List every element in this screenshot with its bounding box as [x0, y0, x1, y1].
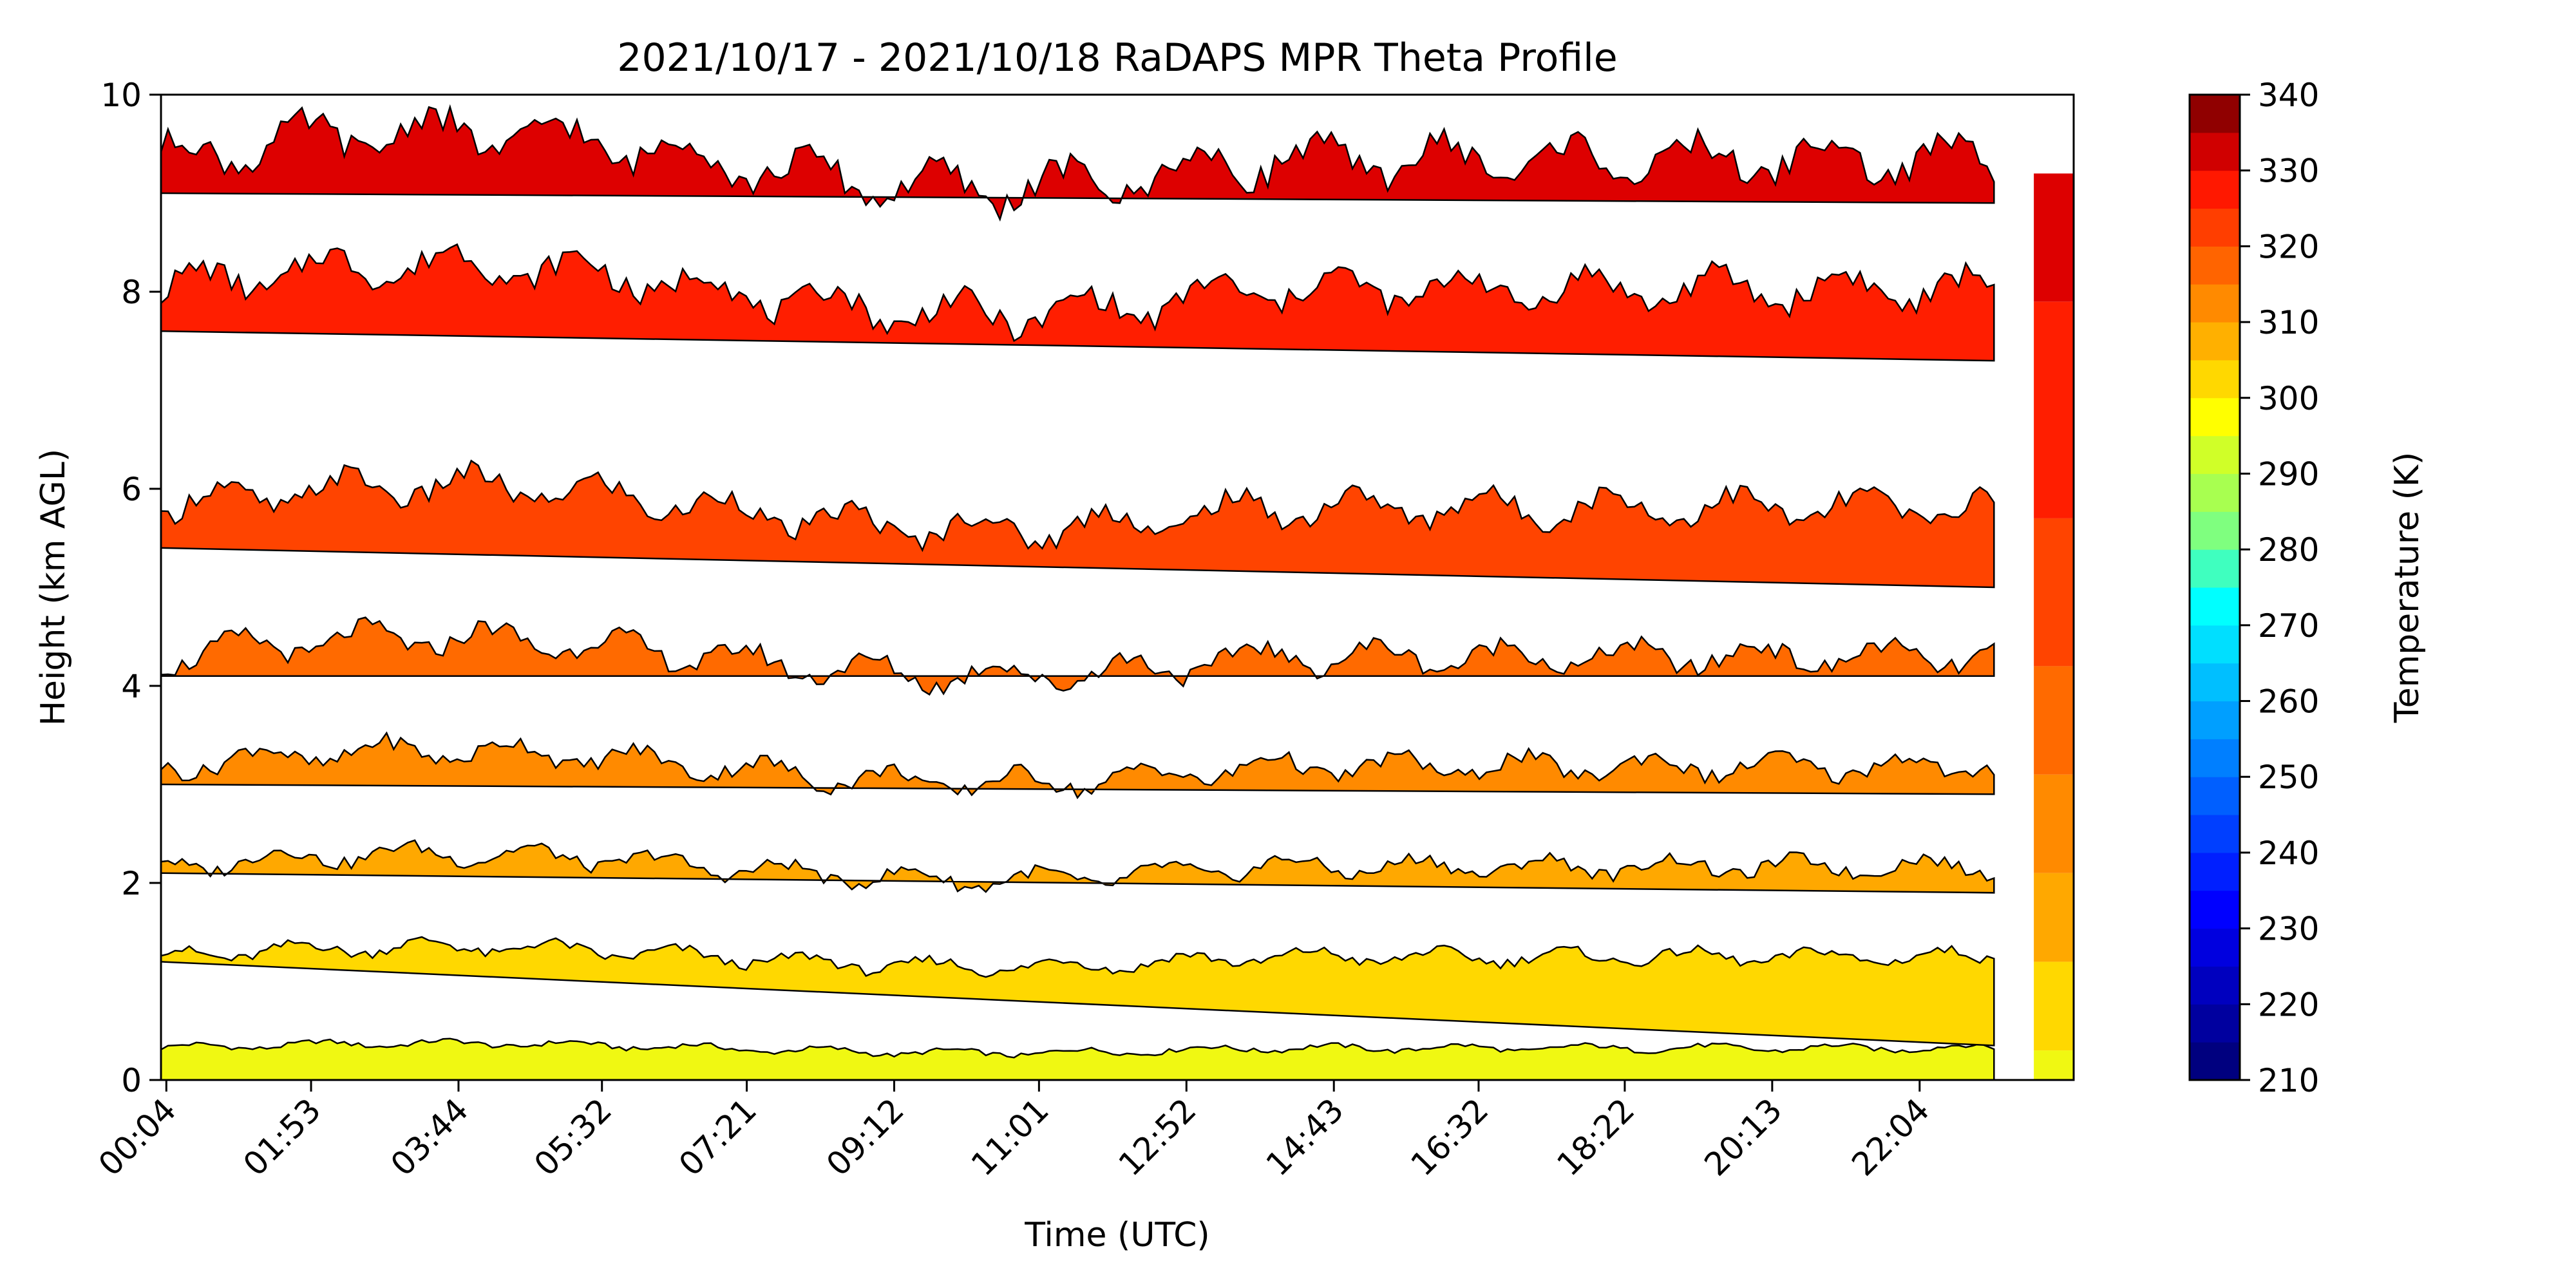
colorbar-segment — [2190, 663, 2240, 702]
strip-segment — [2034, 961, 2074, 1051]
plot-frame — [160, 93, 2075, 1081]
strip-segment — [2034, 774, 2074, 873]
colorbar-segment — [2190, 397, 2240, 437]
colorbar-tick-label: 320 — [2258, 228, 2319, 265]
contour-bands — [161, 104, 2074, 1080]
x-tick-label: 00:04 — [91, 1091, 184, 1183]
colorbar-tick-label: 330 — [2258, 153, 2319, 190]
colorbar-segment — [2190, 777, 2240, 815]
strip-segment — [2034, 666, 2074, 775]
x-tick-label: 18:22 — [1549, 1091, 1642, 1183]
contour-band-fill — [161, 936, 1995, 1046]
colorbar-tick-label: 220 — [2258, 986, 2319, 1023]
colorbar-label: Temperature (K) — [2388, 452, 2427, 724]
strip-segment — [2034, 301, 2074, 518]
colorbar-segment — [2190, 511, 2240, 550]
colorbar-tick-label: 250 — [2258, 759, 2319, 796]
y-tick-label: 6 — [121, 471, 142, 508]
strip-segment — [2034, 873, 2074, 962]
y-tick-label: 8 — [121, 274, 142, 311]
colorbar-frame — [2188, 93, 2241, 1081]
x-tick-label: 03:44 — [384, 1091, 476, 1183]
y-axis-label: Height (km AGL) — [34, 449, 73, 726]
colorbar-tick-label: 210 — [2258, 1062, 2319, 1099]
colorbar-segment — [2190, 170, 2240, 209]
colorbar-tick-label: 260 — [2258, 683, 2319, 721]
y-tick-label: 2 — [121, 865, 142, 902]
colorbar-tick-label: 290 — [2258, 455, 2319, 493]
colorbar-segment — [2190, 322, 2240, 361]
y-tick-label: 4 — [121, 668, 142, 705]
colorbar-tick-label: 240 — [2258, 835, 2319, 872]
x-tick-label: 09:12 — [819, 1091, 911, 1183]
contour-band-fill — [161, 616, 1995, 696]
contour-band-fill — [161, 459, 1995, 589]
colorbar-segment — [2190, 815, 2240, 853]
colorbar-tick-label: 280 — [2258, 531, 2319, 569]
x-tick-label: 01:53 — [236, 1091, 328, 1183]
colorbar-tick-label: 230 — [2258, 911, 2319, 948]
contour-band-fill — [161, 839, 1995, 894]
right-edge-strip — [2034, 173, 2074, 1080]
colorbar: 210 220 230 240 250 260 270 280 290 300 310 320 330 3… — [2188, 77, 2319, 1099]
colorbar-segment — [2190, 1042, 2240, 1081]
contour-band-fill — [161, 1037, 1995, 1080]
colorbar-segment — [2190, 966, 2240, 1005]
contour-band — [161, 616, 1995, 696]
colorbar-tick-label: 310 — [2258, 304, 2319, 341]
contour-band — [161, 839, 1995, 894]
colorbar-tick-label: 270 — [2258, 607, 2319, 645]
strip-segment — [2034, 173, 2074, 302]
x-tick-label: 07:21 — [672, 1091, 764, 1183]
x-tick-label: 22:04 — [1844, 1091, 1937, 1183]
colorbar-segment — [2190, 549, 2240, 588]
x-tick-label: 11:01 — [964, 1091, 1056, 1183]
y-tick-label: 0 — [121, 1062, 142, 1099]
colorbar-segment — [2190, 435, 2240, 474]
x-tick-label: 20:13 — [1697, 1091, 1789, 1183]
contour-band — [161, 459, 1995, 589]
y-tick-label: 10 — [100, 77, 142, 114]
strip-segment — [2034, 518, 2074, 667]
x-tick-label: 12:52 — [1112, 1091, 1204, 1183]
x-tick-label: 16:32 — [1404, 1091, 1496, 1183]
chart-title: 2021/10/17 - 2021/10/18 RaDAPS MPR Theta… — [617, 35, 1617, 80]
colorbar-segment — [2190, 132, 2240, 171]
colorbar-segment — [2190, 1004, 2240, 1043]
x-tick-label: 14:43 — [1259, 1091, 1351, 1183]
colorbar-segment — [2190, 852, 2240, 891]
strip-segment — [2034, 1050, 2074, 1080]
x-axis-label: Time (UTC) — [1024, 1216, 1209, 1255]
colorbar-segment — [2190, 473, 2240, 512]
colorbar-segment — [2190, 359, 2240, 399]
colorbar-segment — [2190, 739, 2240, 777]
colorbar-segment — [2190, 625, 2240, 664]
contour-band — [161, 243, 1995, 362]
colorbar-tick-label: 300 — [2258, 380, 2319, 417]
colorbar-segment — [2190, 890, 2240, 929]
colorbar-segment — [2190, 246, 2240, 285]
contour-band-fill — [161, 104, 1995, 222]
colorbar-segment — [2190, 587, 2240, 626]
contour-band-fill — [161, 243, 1995, 362]
colorbar-segment — [2190, 95, 2240, 133]
contour-band — [161, 104, 1995, 222]
contour-band — [161, 936, 1995, 1046]
contour-band-fill — [161, 731, 1995, 800]
colorbar-segment — [2190, 701, 2240, 739]
contour-band — [161, 1037, 1995, 1080]
colorbar-segment — [2190, 284, 2240, 323]
colorbar-tick-label: 340 — [2258, 77, 2319, 114]
colorbar-segment — [2190, 928, 2240, 967]
contour-band — [161, 731, 1995, 800]
colorbar-segment — [2190, 208, 2240, 247]
x-tick-label: 05:32 — [527, 1091, 619, 1183]
